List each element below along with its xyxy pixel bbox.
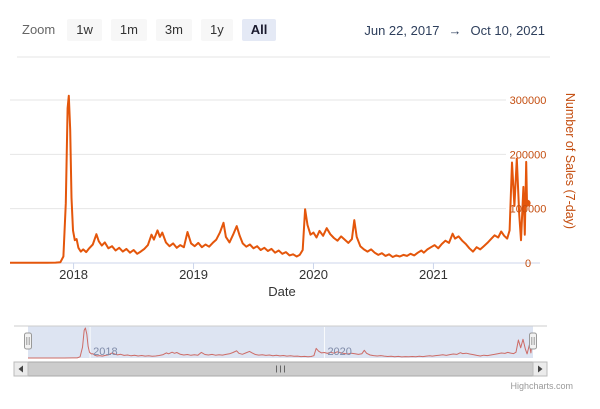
date-range-display: Jun 22, 2017 → Oct 10, 2021 (364, 23, 545, 38)
last-point-marker[interactable] (523, 199, 531, 207)
y-tick-label: 200000 (510, 149, 547, 161)
x-tick-label: 2020 (299, 267, 328, 282)
zoom-button-all[interactable]: All (241, 18, 277, 42)
x-axis-title: Date (268, 284, 295, 299)
scrollbar-grip-icon (276, 365, 285, 373)
zoom-button-1m[interactable]: 1m (110, 18, 147, 42)
navigator-left-handle[interactable] (24, 332, 32, 350)
navigator-right-handle[interactable] (529, 332, 537, 350)
y-gridlines (10, 99, 506, 210)
zoom-button-3m[interactable]: 3m (155, 18, 192, 42)
zoom-button-1w[interactable]: 1w (67, 18, 102, 42)
navigator-year-label: 2018 (93, 346, 117, 358)
navigator-line-series (28, 327, 534, 359)
range-to-input[interactable]: Oct 10, 2021 (470, 22, 545, 38)
scrollbar (13, 361, 548, 377)
zoom-label: Zoom (22, 22, 56, 38)
zoom-button-1y[interactable]: 1y (200, 18, 233, 42)
y-tick-label: 0 (525, 258, 531, 270)
x-tick-label: 2021 (419, 267, 448, 282)
x-tick-label: 2019 (179, 267, 208, 282)
sales-line-series[interactable] (10, 94, 528, 264)
y-tick-label: 100000 (510, 204, 547, 216)
scrollbar-right-arrow-icon (538, 365, 543, 373)
credits: Highcharts.com (510, 381, 573, 391)
range-arrow-icon: → (448, 22, 462, 38)
plot-area[interactable] (10, 58, 527, 263)
scrollbar-left-button[interactable] (13, 361, 29, 377)
scrollbar-right-button[interactable] (532, 361, 548, 377)
scrollbar-left-arrow-icon (18, 365, 23, 373)
zoom-button-group: Zoom 1w 1m 3m 1y All (22, 18, 285, 42)
x-tick-label: 2018 (59, 267, 88, 282)
y-axis-title: Number of Sales (7-day) (563, 93, 577, 229)
y-tick-label: 300000 (510, 95, 547, 107)
navigator-year-label: 2020 (327, 346, 351, 358)
x-axis-tick-marks (73, 263, 434, 269)
range-selector-toolbar: Zoom 1w 1m 3m 1y All Jun 22, 2017 → Oct … (0, 0, 600, 56)
range-from-input[interactable]: Jun 22, 2017 (364, 22, 440, 38)
